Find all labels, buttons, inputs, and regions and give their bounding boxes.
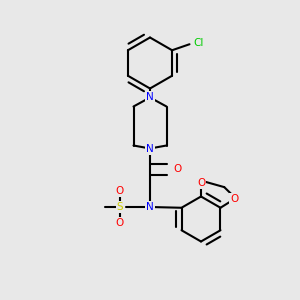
Text: N: N [146, 143, 154, 154]
Text: O: O [173, 164, 182, 175]
Text: S: S [117, 202, 123, 212]
Text: O: O [116, 185, 124, 196]
Text: O: O [230, 194, 238, 204]
Text: N: N [146, 202, 154, 212]
Text: O: O [116, 218, 124, 229]
Text: O: O [197, 178, 205, 188]
Text: Cl: Cl [193, 38, 203, 48]
Text: N: N [146, 92, 154, 103]
